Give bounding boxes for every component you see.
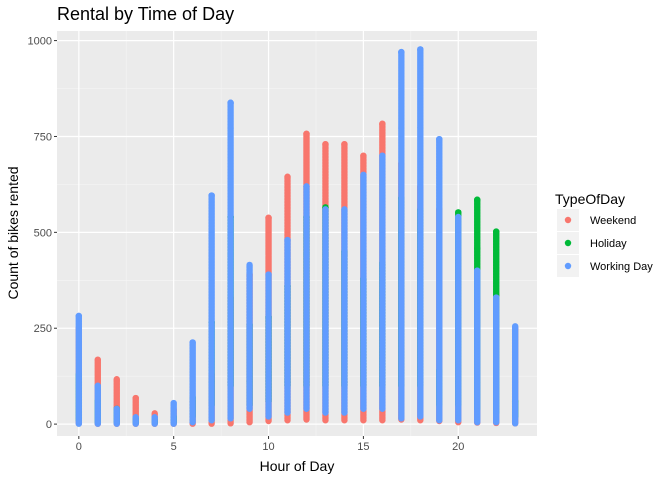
data-point	[379, 120, 386, 128]
data-point	[322, 140, 329, 148]
data-point	[189, 339, 196, 346]
data-point	[113, 376, 120, 383]
data-point	[284, 236, 291, 244]
data-point	[265, 214, 272, 221]
data-point	[455, 209, 462, 216]
data-point	[151, 414, 158, 421]
data-point	[493, 228, 500, 235]
data-point	[360, 152, 367, 159]
data-point	[94, 382, 101, 389]
points-layer	[75, 46, 519, 427]
data-point	[113, 405, 120, 412]
data-point	[474, 196, 481, 203]
data-point	[170, 399, 177, 407]
data-point	[246, 261, 253, 269]
chart-title: Rental by Time of Day	[57, 4, 234, 24]
data-point	[132, 394, 139, 402]
data-point	[303, 130, 310, 137]
data-point	[284, 173, 291, 180]
data-point	[474, 245, 481, 252]
data-point	[132, 414, 139, 421]
data-point	[265, 271, 272, 278]
data-point	[94, 356, 101, 363]
data-point	[341, 140, 348, 148]
series-working-day	[75, 46, 519, 427]
plot-panel	[57, 31, 537, 436]
